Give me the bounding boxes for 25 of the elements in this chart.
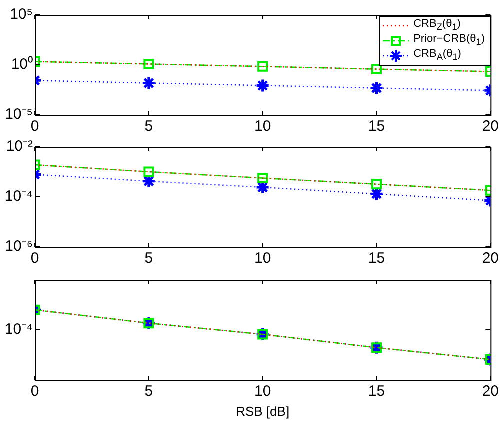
x-tick-label: 15	[368, 118, 386, 136]
y-tick-label: 10⁰	[11, 56, 33, 74]
x-tick-label: 20	[482, 250, 499, 268]
y-tick-label: 10⁻⁴	[4, 188, 33, 206]
x-tick-label: 15	[368, 250, 386, 268]
y-tick-label: 10⁻⁶	[5, 238, 33, 256]
x-tick-label: 20	[482, 118, 499, 136]
x-tick-label: 10	[254, 118, 272, 136]
x-tick-label: 15	[368, 383, 386, 400]
legend-label: CRB$_{A}$(θ$_{1}$)	[414, 48, 462, 64]
x-tick-label: 5	[144, 383, 154, 400]
x-axis-title: RSB [dB]	[236, 404, 290, 419]
y-tick-label: 10⁻⁵	[5, 106, 33, 124]
y-tick-label: 10⁵	[10, 6, 33, 24]
legend-label: Prior−CRB(θ$_{1}$)	[414, 33, 485, 48]
x-tick-label: 10	[254, 250, 272, 268]
legend-label: CRB$_{Z}$(θ$_{1}$)	[414, 18, 461, 34]
x-tick-label: 20	[482, 383, 499, 400]
x-tick-label: 0	[30, 250, 40, 268]
x-tick-label: 0	[30, 383, 40, 400]
y-tick-label: 10⁻²	[6, 138, 33, 156]
x-tick-label: 5	[144, 118, 154, 136]
x-tick-label: 0	[30, 118, 40, 136]
x-tick-label: 10	[254, 383, 272, 400]
x-tick-label: 5	[144, 250, 154, 268]
